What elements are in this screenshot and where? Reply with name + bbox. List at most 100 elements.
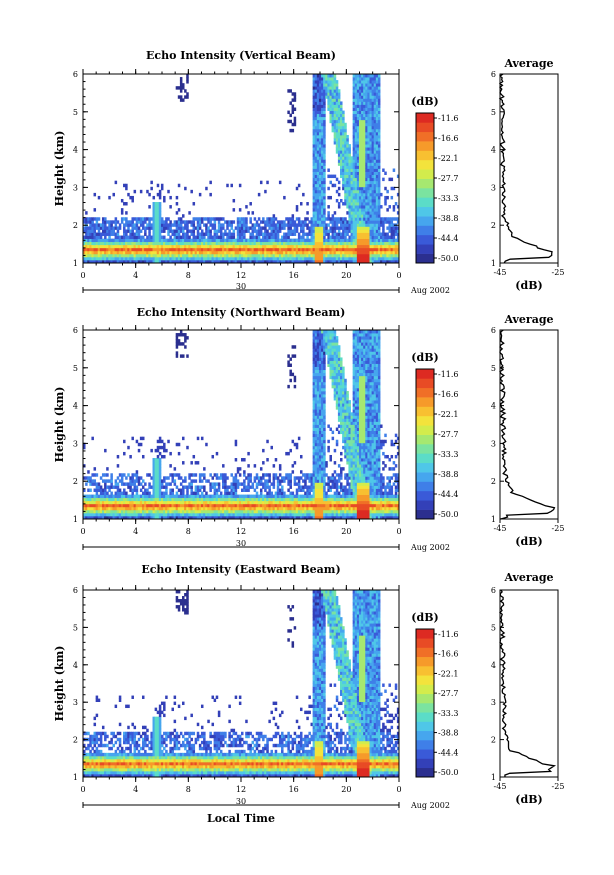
- heatmap-cell: [375, 232, 379, 236]
- heatmap-cell: [371, 116, 375, 121]
- heatmap-cell: [367, 116, 370, 121]
- heatmap-cell: [224, 515, 227, 520]
- heatmap-cell: [182, 506, 185, 511]
- heatmap-cell: [179, 229, 183, 233]
- heatmap-cell: [87, 515, 90, 520]
- heatmap-cell: [363, 101, 366, 105]
- heatmap-cell: [226, 476, 229, 480]
- heatmap-cell: [346, 177, 349, 182]
- heatmap-cell: [356, 256, 360, 261]
- heatmap-cell: [392, 244, 396, 249]
- heatmap-cell: [392, 168, 396, 172]
- heatmap-cell: [358, 92, 362, 96]
- heatmap-cell: [329, 104, 332, 108]
- heatmap-cell: [371, 134, 375, 139]
- heatmap-cell: [224, 500, 227, 505]
- heatmap-cell: [361, 162, 364, 166]
- heatmap-cell: [196, 497, 200, 502]
- heatmap-cell: [314, 235, 318, 240]
- heatmap-cell: [114, 244, 118, 249]
- heatmap-cell: [123, 229, 126, 233]
- heatmap-cell: [192, 497, 196, 502]
- heatmap-cell: [363, 186, 366, 191]
- heatmap-cell: [314, 116, 318, 121]
- heatmap-cell: [112, 500, 115, 505]
- heatmap-cell: [337, 156, 341, 160]
- heatmap-cell: [247, 485, 250, 489]
- heatmap-cell: [219, 226, 223, 230]
- heatmap-cell: [295, 445, 299, 450]
- heatmap-cell: [287, 247, 290, 252]
- heatmap-cell: [190, 223, 193, 227]
- heatmap-cell: [213, 253, 217, 258]
- heatmap-cell: [293, 232, 297, 236]
- heatmap-cell: [249, 512, 252, 517]
- heatmap-cell: [182, 479, 185, 483]
- heatmap-cell: [141, 250, 145, 255]
- heatmap-cell: [165, 500, 168, 505]
- heatmap-cell: [283, 512, 286, 517]
- heatmap-cell: [129, 485, 132, 489]
- heatmap-cell: [293, 512, 297, 517]
- heatmap-cell: [188, 512, 191, 517]
- heatmap-cell: [129, 223, 132, 227]
- heatmap-cell: [160, 515, 164, 520]
- heatmap-cell: [249, 259, 252, 264]
- heatmap-cell: [129, 500, 132, 505]
- heatmap-cell: [89, 488, 92, 492]
- heatmap-cell: [165, 247, 168, 252]
- heatmap-cell: [259, 494, 263, 499]
- heatmap-cell: [323, 74, 326, 78]
- heatmap-cell: [340, 241, 343, 246]
- heatmap-cell: [333, 113, 337, 118]
- heatmap-cell: [369, 110, 373, 115]
- heatmap-cell: [188, 244, 191, 249]
- heatmap-cell: [211, 244, 215, 249]
- heatmap-cell: [101, 503, 105, 508]
- heatmap-cell: [255, 512, 259, 517]
- heatmap-cell: [253, 464, 257, 468]
- heatmap-cell: [167, 189, 170, 194]
- heatmap-cell: [371, 186, 375, 191]
- heatmap-cell: [380, 220, 383, 224]
- heatmap-cell: [158, 464, 162, 468]
- heatmap-cell: [91, 217, 94, 221]
- heatmap-cell: [361, 86, 364, 90]
- heatmap-cell: [272, 506, 276, 511]
- heatmap-cell: [144, 250, 147, 255]
- heatmap-cell: [85, 226, 88, 230]
- heatmap-cell: [312, 205, 316, 209]
- heatmap-cell: [367, 131, 370, 136]
- heatmap-cell: [232, 509, 236, 514]
- heatmap-cell: [318, 141, 322, 145]
- heatmap-cell: [352, 171, 356, 175]
- heatmap-cell: [215, 500, 219, 505]
- heatmap-cell: [129, 506, 132, 511]
- heatmap-cell: [316, 202, 320, 206]
- heatmap-cell: [93, 256, 97, 261]
- heatmap-cell: [321, 125, 324, 130]
- heatmap-cell: [281, 479, 284, 483]
- heatmap-cell: [104, 515, 107, 520]
- heatmap-cell: [217, 244, 221, 249]
- heatmap-cell: [367, 128, 370, 133]
- heatmap-cell: [369, 162, 373, 166]
- heatmap-cell: [268, 226, 271, 230]
- heatmap-cell: [171, 241, 174, 246]
- heatmap-cell: [369, 119, 373, 124]
- heatmap-cell: [388, 235, 391, 240]
- heatmap-cell: [373, 220, 377, 224]
- heatmap-cell: [245, 509, 248, 514]
- heatmap-cell: [358, 165, 362, 169]
- heatmap-cell: [87, 259, 90, 264]
- heatmap-cell: [133, 250, 137, 255]
- heatmap-cell: [179, 476, 183, 480]
- heatmap-cell: [226, 220, 229, 224]
- heatmap-cell: [337, 241, 341, 246]
- heatmap-cell: [137, 247, 141, 252]
- heatmap-cell: [356, 86, 360, 90]
- heatmap-cell: [108, 223, 111, 227]
- heatmap-cell: [190, 515, 193, 520]
- heatmap-cell: [123, 217, 126, 221]
- heatmap-cell: [314, 220, 318, 224]
